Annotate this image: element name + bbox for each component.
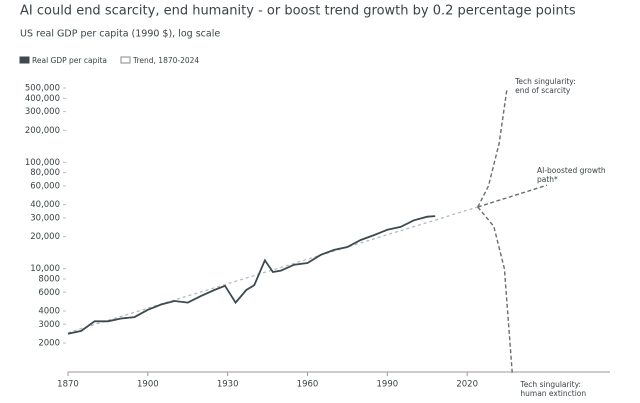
- y-tick-label: 300,000: [25, 107, 60, 117]
- scenario-line: [477, 184, 548, 208]
- y-tick-label: 100,000: [25, 158, 60, 168]
- scenario-label: path*: [537, 175, 558, 184]
- legend-swatch: [120, 56, 131, 64]
- gdp-line: [67, 215, 436, 335]
- y-tick-label: 30,000: [30, 213, 60, 223]
- y-tick-label: 2000: [38, 338, 60, 348]
- scenario-line: [477, 206, 514, 376]
- y-tick-label: 200,000: [25, 126, 60, 136]
- x-tick-label: 2020: [456, 380, 478, 390]
- y-tick-label: 10,000: [30, 264, 60, 274]
- chart-subtitle: US real GDP per capita (1990 $), log sca…: [20, 29, 220, 40]
- y-tick-label: 20,000: [30, 232, 60, 242]
- scenario-label: Tech singularity:: [519, 380, 581, 389]
- y-tick-label: 4000: [38, 306, 60, 316]
- legend-label: Real GDP per capita: [32, 56, 107, 65]
- x-tick-label: 1960: [297, 380, 319, 390]
- x-tick-label: 1990: [377, 380, 399, 390]
- y-tick-label: 60,000: [30, 181, 60, 191]
- x-tick-label: 1930: [217, 380, 239, 390]
- x-tick-label: 1870: [57, 380, 79, 390]
- scenario-label: AI-boosted growth: [537, 166, 606, 175]
- scenario-label: Tech singularity:: [514, 77, 576, 86]
- y-tick-label: 40,000: [30, 200, 60, 210]
- scenario-label: human extinction: [520, 389, 586, 398]
- y-tick-label: 400,000: [25, 94, 60, 104]
- legend-swatch: [19, 56, 30, 64]
- legend-label: Trend, 1870-2024: [132, 56, 199, 65]
- y-tick-label: 80,000: [30, 168, 60, 178]
- trend-line: [67, 206, 478, 334]
- y-tick-label: 3000: [38, 320, 60, 330]
- x-tick-label: 1900: [137, 380, 159, 390]
- y-tick-label: 6000: [38, 288, 60, 298]
- scenario-label: end of scarcity: [515, 86, 571, 95]
- chart-title: AI could end scarcity, end humanity - or…: [20, 4, 576, 19]
- scenario-line: [477, 87, 508, 208]
- y-tick-label: 500,000: [25, 84, 60, 94]
- y-tick-label: 8000: [38, 274, 60, 284]
